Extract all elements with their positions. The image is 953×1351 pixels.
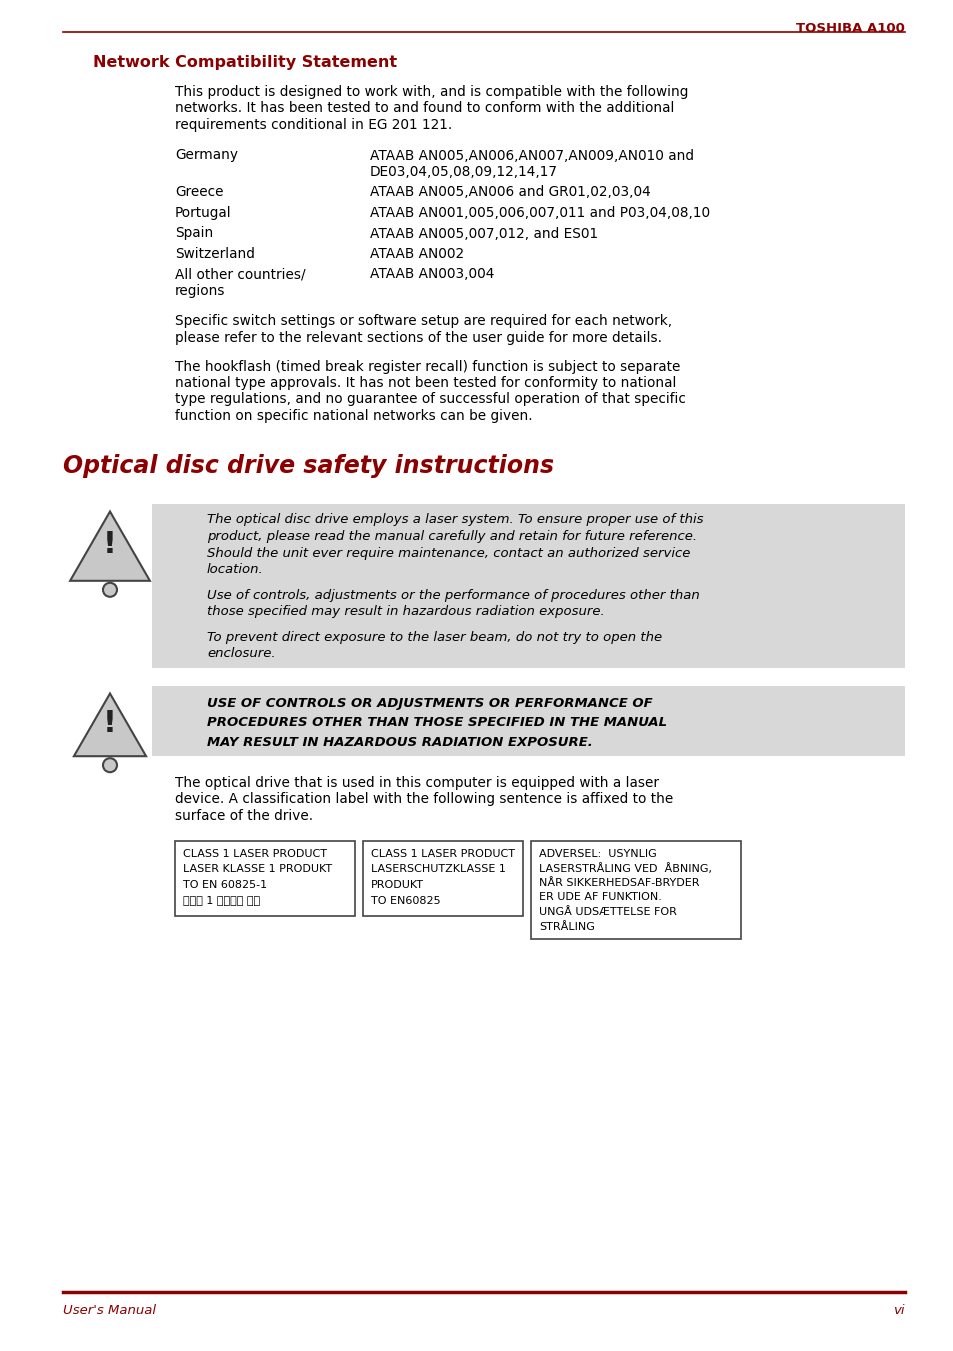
Text: TO EN60825: TO EN60825: [371, 896, 440, 905]
Text: MAY RESULT IN HAZARDOUS RADIATION EXPOSURE.: MAY RESULT IN HAZARDOUS RADIATION EXPOSU…: [207, 735, 592, 748]
Polygon shape: [70, 512, 150, 581]
Text: The optical drive that is used in this computer is equipped with a laser: The optical drive that is used in this c…: [174, 775, 659, 789]
Text: USE OF CONTROLS OR ADJUSTMENTS OR PERFORMANCE OF: USE OF CONTROLS OR ADJUSTMENTS OR PERFOR…: [207, 697, 652, 711]
Text: national type approvals. It has not been tested for conformity to national: national type approvals. It has not been…: [174, 376, 676, 390]
Text: Specific switch settings or software setup are required for each network,: Specific switch settings or software set…: [174, 315, 672, 328]
Text: Should the unit ever require maintenance, contact an authorized service: Should the unit ever require maintenance…: [207, 547, 690, 559]
Text: ADVERSEL:  USYNLIG: ADVERSEL: USYNLIG: [538, 848, 656, 859]
Text: CLASS 1 LASER PRODUCT: CLASS 1 LASER PRODUCT: [183, 848, 327, 859]
Text: To prevent direct exposure to the laser beam, do not try to open the: To prevent direct exposure to the laser …: [207, 631, 661, 643]
Text: !: !: [103, 709, 117, 738]
Text: Spain: Spain: [174, 227, 213, 240]
Text: product, please read the manual carefully and retain for future reference.: product, please read the manual carefull…: [207, 530, 697, 543]
Text: Optical disc drive safety instructions: Optical disc drive safety instructions: [63, 454, 554, 477]
Text: enclosure.: enclosure.: [207, 647, 275, 661]
Text: ATAAB AN005,AN006 and GR01,02,03,04: ATAAB AN005,AN006 and GR01,02,03,04: [370, 185, 650, 200]
Text: LASER KLASSE 1 PRODUKT: LASER KLASSE 1 PRODUKT: [183, 865, 332, 874]
Text: Portugal: Portugal: [174, 205, 232, 220]
Text: LASERSCHUTZKLASSE 1: LASERSCHUTZKLASSE 1: [371, 865, 505, 874]
Text: TO EN 60825-1: TO EN 60825-1: [183, 880, 267, 890]
Text: LASERSTRÅLING VED  ÅBNING,: LASERSTRÅLING VED ÅBNING,: [538, 863, 711, 874]
Text: UNGÅ UDSÆTTELSE FOR: UNGÅ UDSÆTTELSE FOR: [538, 907, 677, 917]
Text: those specified may result in hazardous radiation exposure.: those specified may result in hazardous …: [207, 605, 604, 617]
Text: DE03,04,05,08,09,12,14,17: DE03,04,05,08,09,12,14,17: [370, 165, 558, 178]
Text: regions: regions: [174, 284, 225, 299]
Text: location.: location.: [207, 563, 263, 576]
Text: CLASS 1 LASER PRODUCT: CLASS 1 LASER PRODUCT: [371, 848, 515, 859]
Text: surface of the drive.: surface of the drive.: [174, 808, 313, 823]
Text: Use of controls, adjustments or the performance of procedures other than: Use of controls, adjustments or the perf…: [207, 589, 699, 601]
Text: PROCEDURES OTHER THAN THOSE SPECIFIED IN THE MANUAL: PROCEDURES OTHER THAN THOSE SPECIFIED IN…: [207, 716, 666, 730]
Text: Switzerland: Switzerland: [174, 247, 254, 261]
Text: please refer to the relevant sections of the user guide for more details.: please refer to the relevant sections of…: [174, 331, 661, 345]
Text: NÅR SIKKERHEDSAF-BRYDER: NÅR SIKKERHEDSAF-BRYDER: [538, 878, 699, 888]
Polygon shape: [73, 693, 146, 757]
Text: type regulations, and no guarantee of successful operation of that specific: type regulations, and no guarantee of su…: [174, 393, 685, 407]
FancyBboxPatch shape: [363, 842, 522, 916]
Circle shape: [103, 758, 117, 773]
Text: This product is designed to work with, and is compatible with the following: This product is designed to work with, a…: [174, 85, 688, 99]
Text: Germany: Germany: [174, 149, 237, 162]
Text: function on specific national networks can be given.: function on specific national networks c…: [174, 409, 532, 423]
Circle shape: [103, 582, 117, 597]
Text: networks. It has been tested to and found to conform with the additional: networks. It has been tested to and foun…: [174, 101, 674, 115]
Text: ATAAB AN001,005,006,007,011 and P03,04,08,10: ATAAB AN001,005,006,007,011 and P03,04,0…: [370, 205, 709, 220]
Text: ATAAB AN003,004: ATAAB AN003,004: [370, 267, 494, 281]
Text: device. A classification label with the following sentence is affixed to the: device. A classification label with the …: [174, 792, 673, 807]
Text: requirements conditional in EG 201 121.: requirements conditional in EG 201 121.: [174, 118, 452, 132]
Text: ATAAB AN005,007,012, and ES01: ATAAB AN005,007,012, and ES01: [370, 227, 598, 240]
FancyBboxPatch shape: [152, 504, 904, 667]
Text: クラス 1 レーザー 製品: クラス 1 レーザー 製品: [183, 896, 260, 905]
FancyBboxPatch shape: [174, 842, 355, 916]
Text: The optical disc drive employs a laser system. To ensure proper use of this: The optical disc drive employs a laser s…: [207, 513, 702, 527]
Text: ATAAB AN005,AN006,AN007,AN009,AN010 and: ATAAB AN005,AN006,AN007,AN009,AN010 and: [370, 149, 693, 162]
Text: !: !: [103, 530, 117, 559]
Text: TOSHIBA A100: TOSHIBA A100: [796, 22, 904, 35]
FancyBboxPatch shape: [531, 842, 740, 939]
FancyBboxPatch shape: [152, 685, 904, 755]
Text: PRODUKT: PRODUKT: [371, 880, 423, 890]
Text: Network Compatibility Statement: Network Compatibility Statement: [92, 55, 396, 70]
Text: Greece: Greece: [174, 185, 223, 200]
Text: STRÅLING: STRÅLING: [538, 921, 595, 931]
Text: ER UDE AF FUNKTION.: ER UDE AF FUNKTION.: [538, 893, 661, 902]
Text: ATAAB AN002: ATAAB AN002: [370, 247, 464, 261]
Text: The hookflash (timed break register recall) function is subject to separate: The hookflash (timed break register reca…: [174, 359, 679, 373]
Text: vi: vi: [893, 1304, 904, 1317]
Text: User's Manual: User's Manual: [63, 1304, 156, 1317]
Text: All other countries/: All other countries/: [174, 267, 305, 281]
